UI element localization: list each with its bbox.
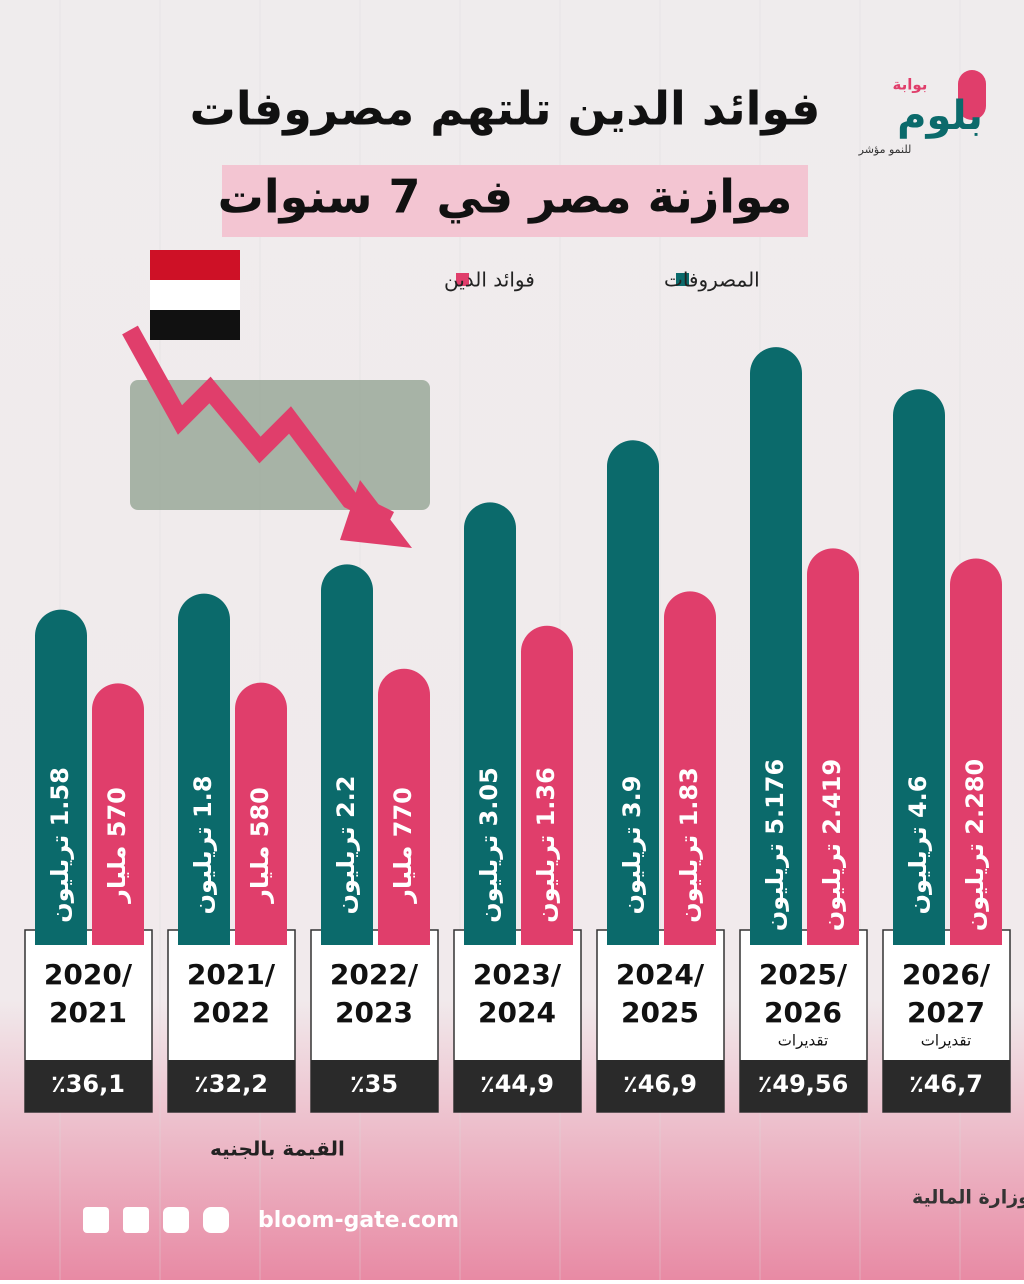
share-label: ٪35: [350, 1070, 398, 1098]
bar: [807, 548, 859, 945]
flag-red: [150, 250, 240, 280]
x-tick-label: 2024/: [616, 958, 705, 991]
x-tick-label: 2025: [621, 996, 699, 1029]
value-label: 580 مليار: [246, 787, 274, 904]
share-label: ٪44,9: [480, 1070, 554, 1098]
bar: [521, 625, 573, 945]
x-tick-label: 2023/: [473, 958, 562, 991]
x-tick-label: 2021: [49, 996, 127, 1029]
money-stack: [130, 380, 430, 510]
x-icon[interactable]: [123, 1207, 149, 1233]
bar: [750, 347, 802, 945]
x-tick-label: 2024: [478, 996, 556, 1029]
website: bloom-gate.com: [258, 1208, 459, 1233]
social-icons: [83, 1207, 229, 1233]
share-label: ٪36,1: [51, 1070, 125, 1098]
value-label: 1.8 تريليون: [189, 776, 217, 915]
bar: [92, 683, 144, 945]
bar: [607, 440, 659, 945]
value-label: 770 مليار: [389, 787, 417, 904]
bar: [950, 558, 1002, 945]
down-arrow: [122, 325, 395, 529]
subtitle-highlight: [222, 165, 808, 237]
flag-white: [150, 280, 240, 310]
unit-note: القيمة بالجنيه: [210, 1137, 345, 1161]
share-label: ٪46,9: [623, 1070, 697, 1098]
source: المصدر: وزارة المالية: [912, 1187, 1024, 1209]
value-label: 1.83 تريليون: [675, 767, 703, 923]
value-label: 5.176 تريليون: [761, 759, 789, 931]
illustration: [122, 250, 430, 548]
x-tick-label: 2022/: [330, 958, 419, 991]
logo-mic: [958, 70, 986, 120]
x-tick-label: 2026/: [902, 958, 991, 991]
bar: [321, 564, 373, 945]
share-label: ٪46,7: [909, 1070, 983, 1098]
category-note: تقديرات: [921, 1032, 971, 1050]
bar: [664, 591, 716, 945]
legend-label: فوائد الدين: [444, 268, 535, 292]
x-tick-label: 2020/: [44, 958, 133, 991]
category-note: تقديرات: [778, 1032, 828, 1050]
youtube-icon[interactable]: [163, 1207, 189, 1233]
legend: المصروفات فوائد الدين: [444, 268, 760, 292]
legend-label: المصروفات: [664, 268, 760, 292]
bar: [378, 668, 430, 945]
logo: بلوم بوابة للنمو مؤشر: [858, 70, 986, 156]
value-label: 1.36 تريليون: [532, 767, 560, 923]
bar: [178, 593, 231, 945]
chart-title: فوائد الدين تلتهم مصروفات: [190, 82, 821, 136]
logo-tagline: للنمو مؤشر: [858, 143, 912, 156]
bar: [35, 609, 87, 945]
flag-black: [150, 310, 240, 340]
share-cell: [454, 1060, 581, 1112]
share-cell: [883, 1060, 1010, 1112]
value-label: 2.2 تريليون: [332, 776, 360, 915]
x-tick-label: 2025/: [759, 958, 848, 991]
instagram-icon[interactable]: [203, 1207, 229, 1233]
x-tick-label: 2026: [764, 996, 842, 1029]
value-label: 2.419 تريليون: [818, 759, 846, 931]
value-label: 1.58 تريليون: [46, 767, 74, 923]
share-label: ٪49,56: [758, 1070, 849, 1098]
plot: ٪36,1 2020/2021 1.58 تريليون 570 مليار ٪32,2…: [24, 347, 1011, 1113]
facebook-icon[interactable]: [83, 1207, 109, 1233]
logo-brand: بلوم: [897, 93, 983, 139]
share-cell: [25, 1060, 152, 1112]
share-cell: [168, 1060, 295, 1112]
share-cell: [311, 1060, 438, 1112]
bar: [893, 389, 945, 945]
arrow-head: [340, 480, 412, 548]
legend-swatch: [456, 273, 469, 286]
bar: [235, 682, 287, 945]
legend-swatch: [676, 273, 689, 286]
value-label: 3.9 تريليون: [618, 776, 646, 915]
x-tick-label: 2021/: [187, 958, 276, 991]
chart-subtitle: موازنة مصر في 7 سنوات: [218, 170, 793, 224]
share-label: ٪32,2: [194, 1070, 268, 1098]
value-label: 3.05 تريليون: [475, 767, 503, 923]
x-tick-label: 2023: [335, 996, 413, 1029]
value-label: 570 مليار: [103, 787, 131, 904]
share-cell: [740, 1060, 867, 1112]
x-tick-label: 2027: [907, 996, 985, 1029]
logo-top: بوابة: [893, 76, 928, 94]
x-tick-label: 2022: [192, 996, 270, 1029]
share-cell: [597, 1060, 724, 1112]
value-label: 4.6 تريليون: [904, 776, 932, 915]
value-label: 2.280 تريليون: [961, 759, 989, 931]
bar: [464, 502, 516, 945]
